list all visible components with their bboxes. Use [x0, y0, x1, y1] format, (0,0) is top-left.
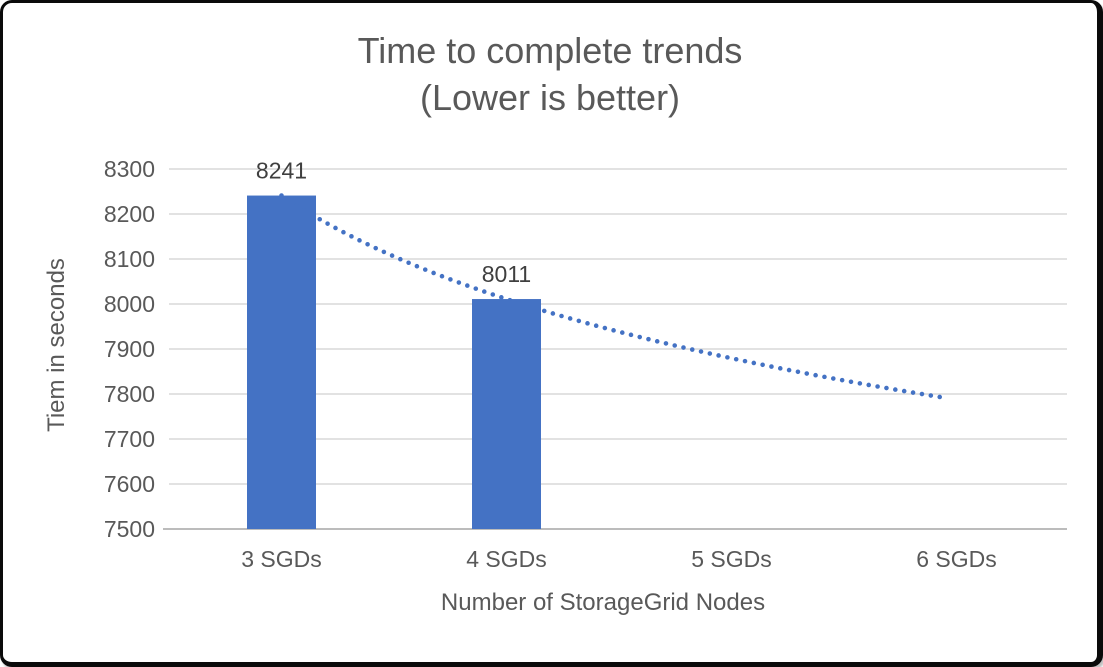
y-tick-label: 8200: [104, 201, 155, 227]
y-tick-label: 7800: [104, 381, 155, 407]
y-tick-label: 7600: [104, 471, 155, 497]
y-tick-label: 7900: [104, 336, 155, 362]
y-tick-label: 8300: [104, 156, 155, 182]
x-category-label: 5 SGDs: [691, 546, 772, 572]
y-tick-label: 8100: [104, 246, 155, 272]
x-category-label: 3 SGDs: [241, 546, 322, 572]
bar-data-label: 8011: [482, 261, 531, 287]
x-axis-title: Number of StorageGrid Nodes: [440, 589, 766, 616]
y-tick-label: 8000: [104, 291, 155, 317]
chart-title-block: Time to complete trends (Lower is better…: [3, 27, 1097, 121]
x-category-label: 6 SGDs: [916, 546, 997, 572]
trendline: [279, 193, 949, 401]
chart-subtitle: (Lower is better): [419, 77, 681, 118]
bar: [472, 299, 541, 529]
y-tick-label: 7700: [104, 426, 155, 452]
x-category-label: 4 SGDs: [466, 546, 547, 572]
bar: [247, 195, 316, 530]
bar-data-label: 8241: [256, 158, 307, 184]
chart-title: Time to complete trends: [357, 30, 743, 71]
y-tick-label: 7500: [104, 516, 155, 542]
plot-area: 7500 7600 7700 7800 7900 8000 8100 8200 8300 3 SG…: [104, 156, 1067, 572]
